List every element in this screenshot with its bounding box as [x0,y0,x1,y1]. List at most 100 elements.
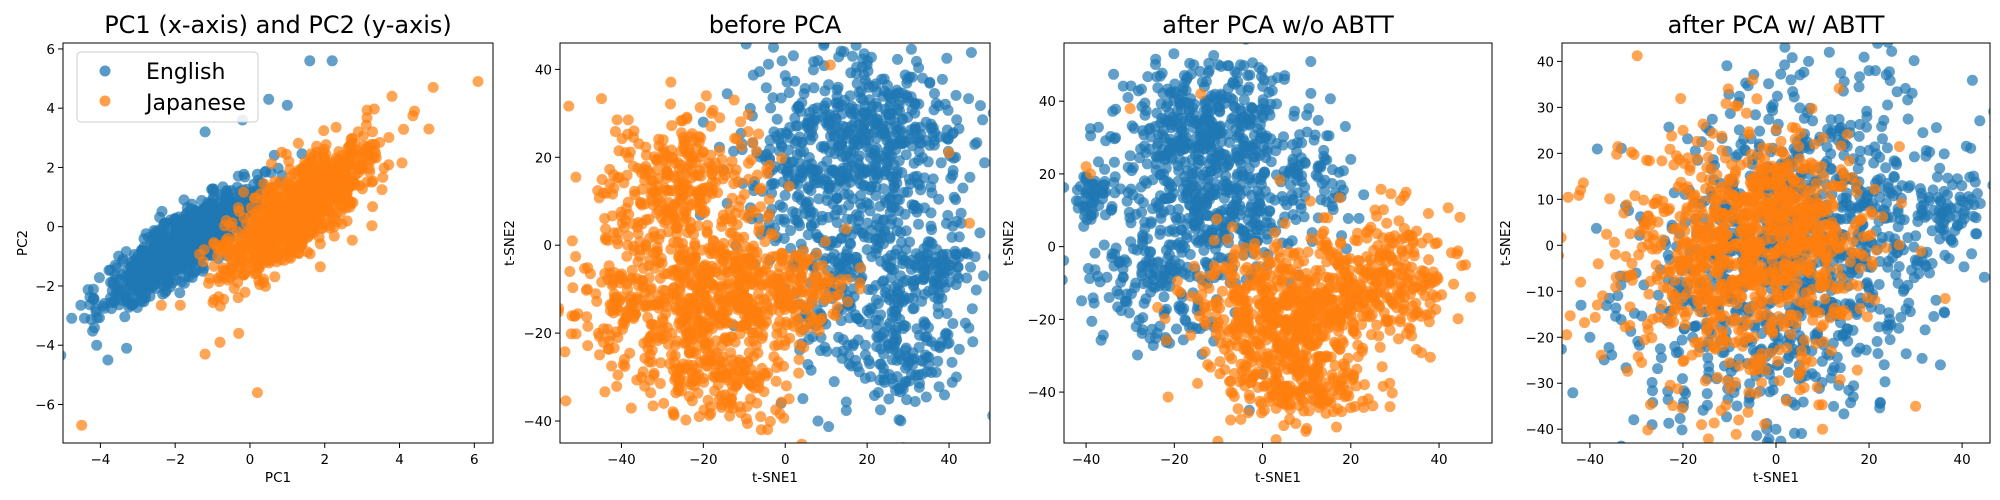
point-japanese [318,125,330,137]
point-english [835,45,847,57]
point-english [842,162,854,174]
point-english [893,87,905,99]
point-english [950,89,962,101]
point-japanese [712,379,724,391]
point-english [1154,228,1166,240]
point-english [847,50,858,62]
y-tick-label: 20 [535,150,552,166]
point-english [898,319,910,331]
point-japanese [718,356,730,368]
point-english [871,341,883,352]
point-japanese [792,314,804,326]
point-english [121,342,133,354]
scatter-points [1064,43,1476,443]
point-english [870,190,882,201]
point-japanese [640,141,652,153]
point-english [139,245,151,257]
point-english [913,146,925,157]
point-english [832,168,844,180]
point-japanese [208,237,220,249]
point-japanese [644,349,656,361]
point-japanese [830,310,842,322]
point-japanese [636,371,647,383]
point-japanese [810,316,822,327]
legend: English Japanese [76,51,259,123]
point-english [891,354,903,366]
point-japanese [427,81,439,93]
point-english [813,177,825,189]
point-english [1150,59,1161,70]
point-japanese [717,264,729,276]
legend-marker-english [99,65,111,77]
point-english [179,215,191,227]
point-japanese [794,251,806,263]
point-japanese [570,251,582,262]
point-japanese [691,188,703,199]
point-japanese [660,308,672,320]
point-japanese [622,128,634,140]
point-japanese [713,298,725,310]
point-japanese [779,281,791,293]
point-english [1174,155,1186,166]
point-english [941,52,953,64]
point-japanese [671,228,683,240]
point-japanese [625,402,637,414]
point-japanese [618,177,630,189]
point-english [866,284,878,296]
point-english [857,94,869,106]
point-english [987,410,990,421]
point-english [929,127,941,138]
point-japanese [648,247,660,259]
point-japanese [714,112,726,124]
point-japanese [611,114,623,126]
point-english [793,189,805,201]
point-japanese [659,296,671,308]
point-japanese [793,339,805,351]
point-japanese [655,357,667,369]
point-english [897,138,909,150]
point-japanese [739,364,751,376]
point-english [740,43,752,50]
point-english [199,126,211,138]
point-english [1137,197,1149,209]
point-japanese [396,157,408,169]
point-japanese [776,396,787,408]
point-japanese [755,424,767,436]
point-english [908,302,920,314]
point-english [855,178,866,190]
point-japanese [770,250,782,262]
point-japanese [731,219,743,230]
point-english [961,272,973,284]
point-japanese [669,374,681,386]
point-english [1122,92,1134,103]
point-english [882,161,894,172]
point-english [1151,71,1163,83]
point-english [977,114,989,126]
point-english [953,231,965,243]
point-english [767,92,779,104]
point-english [878,238,889,250]
point-english [832,257,844,269]
point-english [903,258,915,269]
point-japanese [242,234,254,246]
point-english [917,355,929,367]
point-english [919,172,930,184]
point-japanese [292,137,304,149]
x-tick-label: 0 [781,452,790,468]
point-english [917,72,928,84]
point-japanese [761,168,773,180]
point-japanese [696,283,708,295]
point-english [959,317,971,329]
point-english [965,47,977,58]
point-japanese [623,208,635,220]
point-english [919,317,931,329]
point-english [879,194,891,205]
point-english [823,183,835,195]
y-tick-label: −2 [35,279,55,295]
point-english [901,394,913,406]
point-english [1144,122,1156,134]
point-japanese [668,209,680,221]
point-japanese [678,143,690,155]
point-english [1180,84,1192,96]
